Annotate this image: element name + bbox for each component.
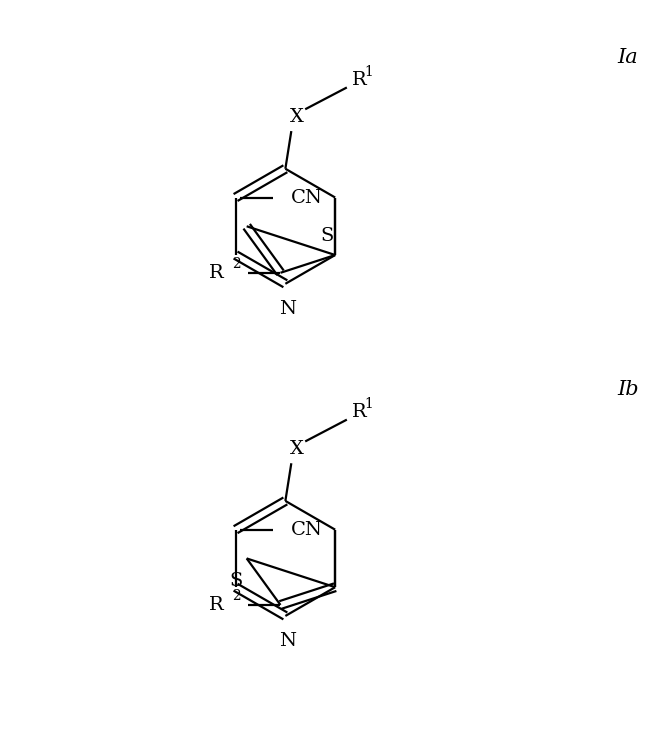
Text: 1: 1 — [364, 397, 373, 411]
Text: N: N — [279, 300, 296, 318]
Text: R: R — [209, 596, 224, 614]
Text: CN: CN — [291, 189, 323, 207]
Text: R: R — [351, 71, 367, 89]
Text: S: S — [321, 227, 334, 245]
Text: R: R — [351, 403, 367, 421]
Text: 1: 1 — [364, 65, 373, 79]
Text: S: S — [229, 572, 242, 590]
Text: N: N — [279, 632, 296, 650]
Text: R: R — [209, 264, 224, 282]
Text: 2: 2 — [232, 257, 240, 271]
Text: X: X — [290, 440, 304, 458]
Text: Ib: Ib — [618, 380, 639, 400]
Text: CN: CN — [291, 520, 323, 538]
Text: 2: 2 — [232, 589, 240, 603]
Text: Ia: Ia — [618, 48, 639, 67]
Text: X: X — [290, 108, 304, 126]
